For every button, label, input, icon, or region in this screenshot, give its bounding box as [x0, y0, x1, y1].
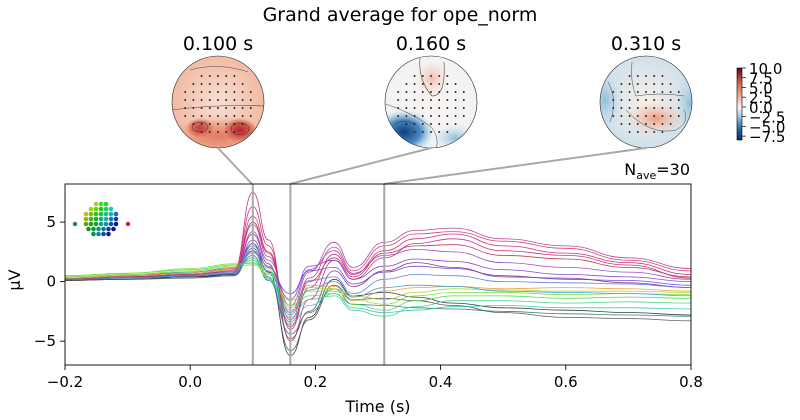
x-tick-label: 0.4 [429, 373, 453, 391]
topomap-head [599, 55, 693, 149]
sensor-trace [65, 263, 691, 306]
y-tick-label: 5 [46, 213, 56, 231]
x-tick-label: 0.6 [554, 373, 578, 391]
topomap-time-label: 0.100 s [183, 33, 253, 55]
plot-area: −0.2 0.0 0.2 0.4 0.6 0.8 −5 0 5 [34, 183, 703, 391]
colorbar-tick-label: 5.0 [749, 79, 773, 97]
x-tick-label: 0.0 [178, 373, 202, 391]
x-tick-label: 0.8 [679, 373, 703, 391]
topomap-connector [289, 147, 432, 185]
colorbar-tick-label: −2.5 [749, 109, 785, 127]
sensor-trace [65, 262, 691, 311]
sensor-trace [65, 221, 691, 328]
x-axis-label: Time (s) [344, 397, 410, 416]
sensor-trace [65, 243, 691, 356]
sensor-trace [65, 250, 691, 352]
y-tick-label: 0 [46, 273, 56, 291]
figure-title: Grand average for ope_norm [263, 4, 538, 26]
sensor-trace [65, 206, 691, 330]
colorbar-tick-label: 0.0 [749, 99, 773, 117]
sensor-trace [65, 264, 691, 302]
topomap-head [171, 55, 265, 149]
sensor-dots [184, 75, 252, 133]
x-tick-label: 0.2 [303, 373, 327, 391]
x-tick-label: −0.2 [47, 373, 83, 391]
topomap-head [384, 55, 478, 149]
y-tick-label: −5 [34, 332, 56, 350]
sensor-trace [65, 245, 691, 316]
nave-annotation: Nave=30 [624, 160, 690, 182]
sensor-dots [397, 75, 465, 133]
y-axis-label: µV [5, 269, 24, 290]
sensor-trace [65, 233, 691, 340]
colorbar-tick-label: 7.5 [749, 70, 773, 88]
sensor-trace [65, 251, 691, 323]
sensor-dots [612, 75, 680, 133]
sensor-trace [65, 259, 691, 318]
colorbar: 10.07.55.02.50.0−2.5−5.0−7.5 [736, 60, 785, 146]
topomap-time-label: 0.310 s [611, 33, 681, 55]
topomap-connector [217, 147, 253, 185]
colorbar-tick-label: 10.0 [749, 60, 782, 78]
colorbar-tick-label: −5.0 [749, 118, 785, 136]
sensor-trace [65, 252, 691, 309]
sensor-legend [72, 201, 131, 237]
topomap-time-label: 0.160 s [396, 33, 466, 55]
topomap-connector [383, 147, 647, 185]
colorbar-tick-label: 2.5 [749, 89, 773, 107]
colorbar-tick-label: −7.5 [749, 128, 785, 146]
